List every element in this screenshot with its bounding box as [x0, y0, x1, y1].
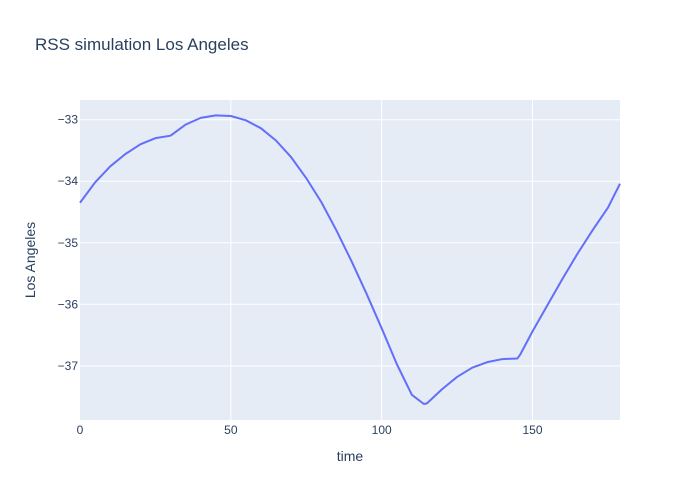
series-line: [79, 114, 621, 405]
chart-title: RSS simulation Los Angeles: [35, 35, 249, 54]
x-axis-label: time: [337, 448, 364, 464]
grid: [80, 100, 620, 420]
y-tick-label: −37: [58, 359, 79, 373]
x-tick-label: 0: [77, 423, 84, 437]
y-tick-label: −33: [58, 113, 79, 127]
y-tick-label: −35: [58, 236, 79, 250]
y-tick-label: −34: [58, 174, 79, 188]
x-tick-label: 50: [224, 423, 238, 437]
y-axis-label: Los Angeles: [22, 222, 38, 298]
y-tick-label: −36: [58, 297, 79, 311]
axes: 0 50 100 150 −33 −34 −35 −36 −37: [58, 113, 543, 437]
x-tick-label: 150: [522, 423, 542, 437]
x-tick-label: 100: [372, 423, 392, 437]
series-layer: [79, 114, 621, 405]
